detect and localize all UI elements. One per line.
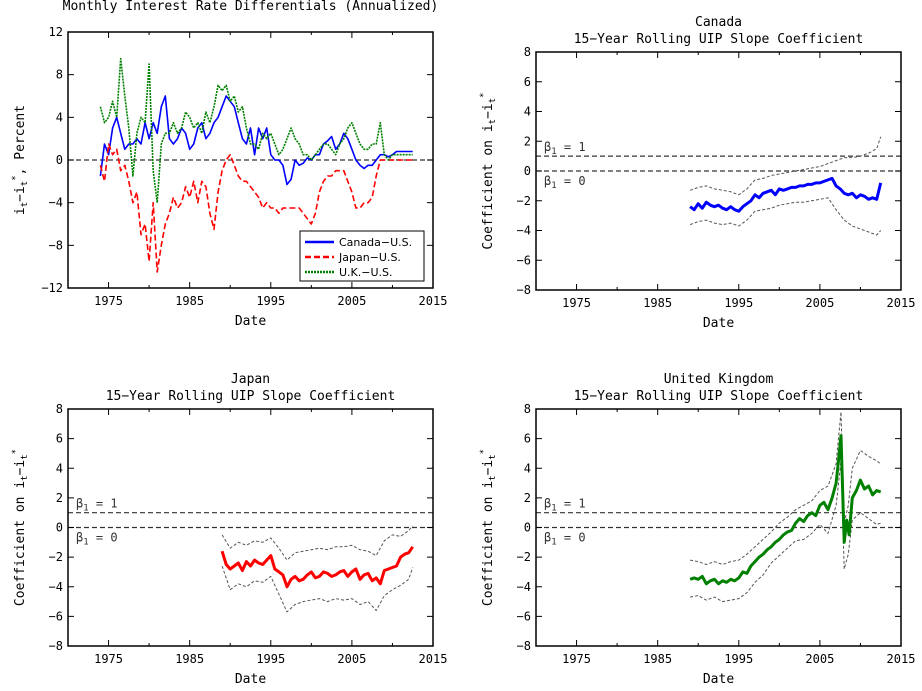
chart-panel-2: Japan 15−Year Rolling UIP Slope Coefficie…: [11, 372, 447, 687]
y-tick-label: −8: [517, 639, 531, 653]
x-tick-label: 1975: [562, 296, 591, 310]
y-tick-label: 8: [56, 68, 63, 82]
x-tick-label: 2015: [419, 294, 448, 308]
y-tick-label: 2: [524, 491, 531, 505]
reference-line-label: β1 = 0: [544, 531, 586, 548]
chart-title: United Kingdom: [664, 372, 774, 387]
reference-line-label: β1 = 1: [76, 497, 118, 514]
chart-title: Japan: [231, 372, 270, 387]
series-line-estimate: [220, 545, 414, 589]
series-line-estimate: [689, 434, 882, 586]
x-tick-label: 2005: [805, 652, 834, 666]
x-tick-label: 2015: [887, 296, 916, 310]
y-tick-label: −2: [49, 550, 63, 564]
legend: Canada−U.S. Japan−U.S. U.K.−U.S.: [299, 230, 425, 282]
plot-frame: [67, 408, 434, 647]
y-tick-label: 2: [56, 491, 63, 505]
x-tick-label: 1975: [94, 652, 123, 666]
x-tick-label: 1985: [175, 652, 204, 666]
y-tick-label: −8: [517, 283, 531, 297]
series-line-lower-band: [221, 565, 414, 613]
y-tick-label: 0: [56, 521, 63, 535]
y-axis-label: Coefficient on it−it*: [11, 449, 30, 606]
series-line-estimate: [689, 176, 883, 213]
chart-subtitle: 15−Year Rolling UIP Slope Coefficient: [574, 32, 864, 47]
plot-frame: [535, 51, 902, 291]
y-tick-label: 4: [56, 110, 63, 124]
y-tick-label: −2: [517, 550, 531, 564]
chart-title: Monthly Interest Rate Differentials (Ann…: [63, 0, 439, 14]
y-tick-label: −4: [517, 580, 531, 594]
y-tick-label: 0: [524, 164, 531, 178]
x-tick-label: 1995: [724, 652, 753, 666]
y-tick-label: −12: [41, 281, 63, 295]
series-line-upper-band: [690, 411, 882, 565]
chart-panel-0: Monthly Interest Rate Differentials (Ann…: [11, 0, 447, 329]
y-tick-label: −6: [517, 253, 531, 267]
x-tick-label: 1975: [562, 652, 591, 666]
chart-title: Canada: [695, 15, 742, 30]
x-tick-label: 1975: [94, 294, 123, 308]
chart-subtitle: 15−Year Rolling UIP Slope Coefficient: [574, 389, 864, 404]
y-axis-label: it−it*, Percent: [11, 105, 30, 215]
y-tick-label: 0: [56, 153, 63, 167]
legend-label: Japan−U.S.: [338, 251, 401, 264]
series-line-japanus: [99, 143, 413, 273]
x-tick-label: 1995: [256, 294, 285, 308]
series-line-canadaus: [99, 95, 413, 186]
x-tick-label: 1985: [643, 296, 672, 310]
chart-panel-1: Canada 15−Year Rolling UIP Slope Coeffici…: [479, 15, 915, 331]
y-tick-label: −6: [517, 609, 531, 623]
chart-subtitle: 15−Year Rolling UIP Slope Coefficient: [106, 389, 396, 404]
y-tick-label: −4: [517, 224, 531, 238]
x-axis-label: Date: [235, 672, 266, 687]
y-tick-label: 2: [524, 134, 531, 148]
y-tick-label: 4: [56, 461, 63, 475]
series-line-lower-band: [689, 197, 882, 236]
y-tick-label: −6: [49, 609, 63, 623]
chart-panel-3: United Kingdom 15−Year Rolling UIP Slope …: [479, 372, 915, 687]
y-axis-label: Coefficient on it−it*: [479, 449, 498, 606]
y-tick-label: −4: [49, 580, 63, 594]
y-tick-label: −2: [517, 194, 531, 208]
y-tick-label: −4: [49, 196, 63, 210]
x-tick-label: 1985: [175, 294, 204, 308]
x-tick-label: 1995: [724, 296, 753, 310]
y-tick-label: 8: [56, 402, 63, 416]
y-tick-label: 6: [524, 432, 531, 446]
x-tick-label: 1985: [643, 652, 672, 666]
x-axis-label: Date: [703, 316, 734, 331]
series-line-lower-band: [690, 460, 881, 603]
legend-label: U.K.−U.S.: [339, 266, 393, 279]
y-tick-label: −8: [49, 639, 63, 653]
reference-line-label: β1 = 0: [76, 531, 118, 548]
y-tick-label: 6: [56, 432, 63, 446]
y-tick-label: 8: [524, 402, 531, 416]
y-tick-label: −8: [49, 238, 63, 252]
x-tick-label: 2015: [887, 652, 916, 666]
series-line-ukus: [99, 57, 413, 204]
x-tick-label: 2015: [419, 652, 448, 666]
legend-label: Canada−U.S.: [339, 236, 412, 249]
y-tick-label: 0: [524, 521, 531, 535]
y-tick-label: 8: [524, 45, 531, 59]
reference-line-label: β1 = 1: [544, 497, 586, 514]
y-tick-label: 6: [524, 75, 531, 89]
x-tick-label: 2005: [337, 294, 366, 308]
reference-line-label: β1 = 0: [544, 174, 586, 191]
reference-line-label: β1 = 1: [544, 140, 586, 157]
x-tick-label: 1995: [256, 652, 285, 666]
x-tick-label: 2005: [337, 652, 366, 666]
series-line-upper-band: [221, 525, 414, 561]
x-axis-label: Date: [235, 314, 266, 329]
series-line-upper-band: [689, 136, 882, 196]
y-tick-label: 4: [524, 461, 531, 475]
x-axis-label: Date: [703, 672, 734, 687]
x-tick-label: 2005: [805, 296, 834, 310]
y-axis-label: Coefficient on it−it*: [479, 92, 498, 249]
y-tick-label: 4: [524, 105, 531, 119]
y-tick-label: 12: [49, 25, 63, 39]
